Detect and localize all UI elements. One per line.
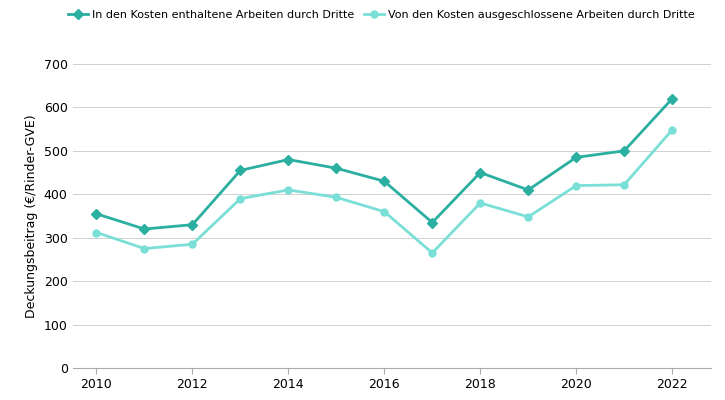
Von den Kosten ausgeschlossene Arbeiten durch Dritte xyxy=(428,250,436,255)
In den Kosten enthaltene Arbeiten durch Dritte xyxy=(140,227,149,232)
Line: In den Kosten enthaltene Arbeiten durch Dritte: In den Kosten enthaltene Arbeiten durch … xyxy=(93,95,676,232)
Von den Kosten ausgeschlossene Arbeiten durch Dritte xyxy=(476,200,484,205)
Von den Kosten ausgeschlossene Arbeiten durch Dritte xyxy=(188,242,196,247)
In den Kosten enthaltene Arbeiten durch Dritte xyxy=(188,222,196,227)
Von den Kosten ausgeschlossene Arbeiten durch Dritte xyxy=(620,182,629,187)
In den Kosten enthaltene Arbeiten durch Dritte xyxy=(476,170,484,175)
In den Kosten enthaltene Arbeiten durch Dritte xyxy=(380,179,389,184)
Y-axis label: Deckungsbeitrag (€/Rinder-GVE): Deckungsbeitrag (€/Rinder-GVE) xyxy=(25,114,38,318)
In den Kosten enthaltene Arbeiten durch Dritte xyxy=(236,168,245,173)
In den Kosten enthaltene Arbeiten durch Dritte xyxy=(332,166,341,171)
Von den Kosten ausgeschlossene Arbeiten durch Dritte xyxy=(524,214,533,219)
In den Kosten enthaltene Arbeiten durch Dritte xyxy=(428,220,436,225)
Von den Kosten ausgeschlossene Arbeiten durch Dritte xyxy=(236,196,245,201)
In den Kosten enthaltene Arbeiten durch Dritte xyxy=(668,96,676,101)
In den Kosten enthaltene Arbeiten durch Dritte xyxy=(524,188,533,192)
In den Kosten enthaltene Arbeiten durch Dritte xyxy=(572,155,581,160)
Von den Kosten ausgeschlossene Arbeiten durch Dritte xyxy=(92,230,101,235)
Von den Kosten ausgeschlossene Arbeiten durch Dritte xyxy=(572,183,581,188)
Legend: In den Kosten enthaltene Arbeiten durch Dritte, Von den Kosten ausgeschlossene A: In den Kosten enthaltene Arbeiten durch … xyxy=(64,6,699,24)
Line: Von den Kosten ausgeschlossene Arbeiten durch Dritte: Von den Kosten ausgeschlossene Arbeiten … xyxy=(93,126,676,256)
In den Kosten enthaltene Arbeiten durch Dritte xyxy=(284,157,293,162)
Von den Kosten ausgeschlossene Arbeiten durch Dritte xyxy=(332,195,341,200)
Von den Kosten ausgeschlossene Arbeiten durch Dritte xyxy=(380,209,389,214)
In den Kosten enthaltene Arbeiten durch Dritte xyxy=(92,212,101,216)
In den Kosten enthaltene Arbeiten durch Dritte xyxy=(620,148,629,153)
Von den Kosten ausgeschlossene Arbeiten durch Dritte xyxy=(140,246,149,251)
Von den Kosten ausgeschlossene Arbeiten durch Dritte xyxy=(668,128,676,132)
Von den Kosten ausgeschlossene Arbeiten durch Dritte xyxy=(284,188,293,192)
